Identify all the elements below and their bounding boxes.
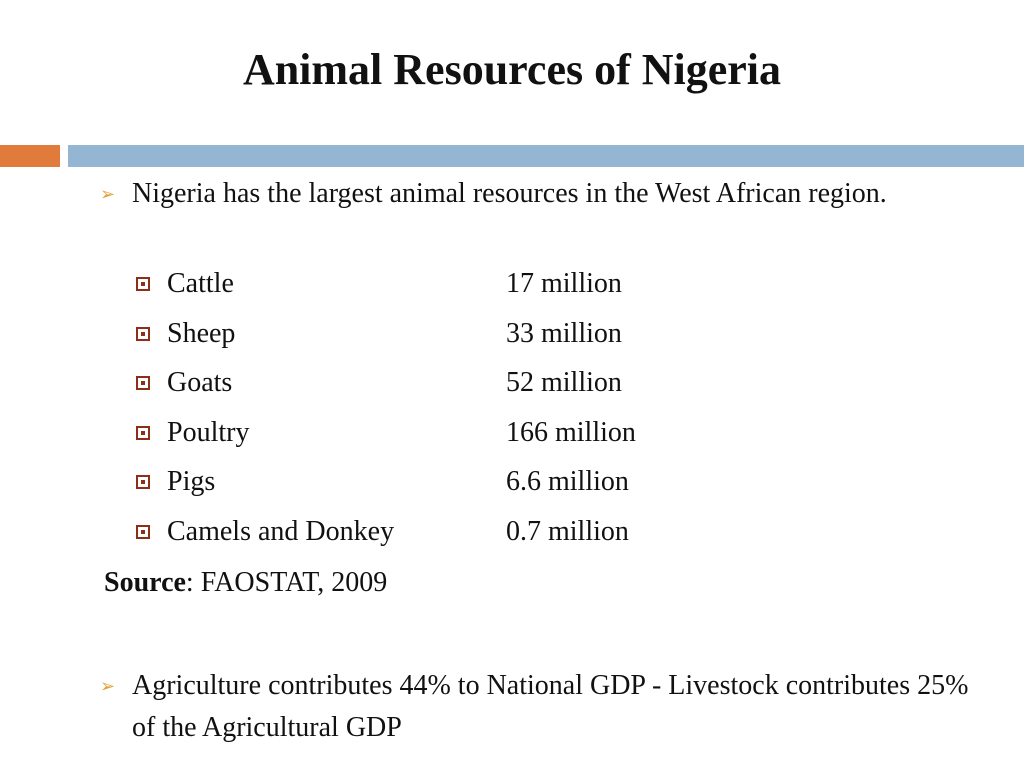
animal-count: 0.7 million: [506, 515, 629, 547]
animal-name: Poultry: [167, 416, 250, 448]
square-bullet-icon: [136, 376, 150, 391]
source-separator: :: [185, 567, 201, 598]
list-item: Cattle 17 million: [136, 263, 836, 313]
bullet-agriculture-gdp: ➢ Agriculture contributes 44% to Nationa…: [100, 665, 980, 749]
animal-name: Goats: [167, 367, 233, 399]
animal-count: 52 million: [506, 367, 622, 399]
accent-bar-orange: [0, 145, 60, 167]
animal-count: 6.6 million: [506, 466, 629, 498]
animal-name: Cattle: [167, 268, 234, 299]
square-bullet-icon: [136, 475, 150, 490]
source-label: Source: [104, 567, 186, 598]
livestock-list: Cattle 17 million Sheep 33 million Goats…: [136, 263, 836, 561]
animal-count: 33 million: [506, 317, 622, 349]
slide-title: Animal Resources of Nigeria: [242, 45, 782, 94]
square-bullet-icon: [136, 524, 150, 539]
bullet-largest-resources: ➢ Nigeria has the largest animal resourc…: [100, 173, 980, 215]
list-item: Pigs 6.6 million: [136, 461, 836, 511]
source-value: FAOSTAT, 2009: [200, 567, 388, 598]
animal-name: Pigs: [167, 466, 216, 498]
list-item: Sheep 33 million: [136, 313, 836, 363]
arrow-bullet-icon: ➢: [100, 184, 116, 204]
animal-count: 17 million: [506, 268, 622, 299]
arrow-bullet-icon: ➢: [100, 676, 116, 696]
bullet-text: Nigeria has the largest animal resources…: [132, 178, 887, 209]
animal-name: Sheep: [167, 317, 236, 349]
animal-name: Camels and Donkey: [167, 515, 395, 547]
list-item: Goats 52 million: [136, 362, 836, 412]
square-bullet-icon: [136, 277, 150, 291]
square-bullet-icon: [136, 425, 150, 440]
animal-count: 166 million: [506, 416, 636, 448]
list-item: Poultry 166 million: [136, 412, 836, 462]
source-citation: Source: FAOSTAT, 2009: [104, 562, 387, 604]
list-item: Camels and Donkey 0.7 million: [136, 511, 836, 561]
accent-bar-blue: [68, 145, 1024, 167]
square-bullet-icon: [136, 326, 150, 341]
bullet-text: Agriculture contributes 44% to National …: [132, 670, 969, 743]
